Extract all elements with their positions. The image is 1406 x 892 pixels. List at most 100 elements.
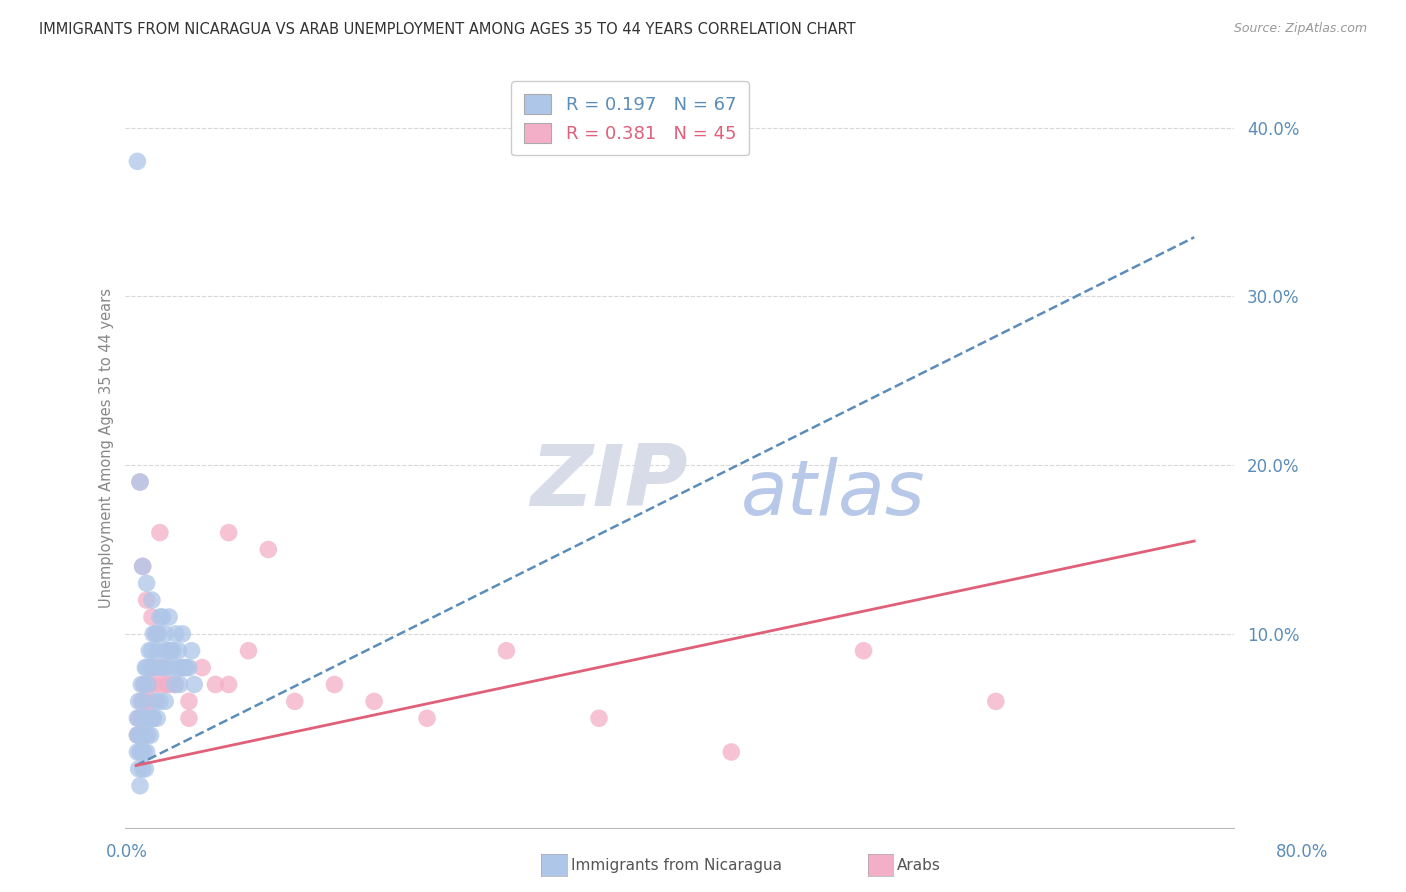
Point <box>172 627 194 641</box>
Point <box>131 559 153 574</box>
Point <box>180 644 202 658</box>
Point <box>139 694 162 708</box>
Point <box>495 644 517 658</box>
Point <box>146 644 169 658</box>
Point <box>146 711 169 725</box>
Point <box>160 660 183 674</box>
Point <box>128 728 150 742</box>
Point <box>720 745 742 759</box>
Point <box>257 542 280 557</box>
Point <box>218 525 240 540</box>
Point <box>129 745 152 759</box>
Point <box>127 728 149 742</box>
Point <box>138 644 160 658</box>
Point <box>135 694 157 708</box>
Point <box>129 475 152 489</box>
Point <box>363 694 385 708</box>
Point <box>128 694 150 708</box>
Point <box>128 711 150 725</box>
Point <box>145 694 167 708</box>
Point <box>165 627 187 641</box>
Point <box>148 627 170 641</box>
Point <box>142 711 165 725</box>
Point <box>135 660 157 674</box>
Point <box>129 779 152 793</box>
Point <box>127 711 149 725</box>
Text: IMMIGRANTS FROM NICARAGUA VS ARAB UNEMPLOYMENT AMONG AGES 35 TO 44 YEARS CORRELA: IMMIGRANTS FROM NICARAGUA VS ARAB UNEMPL… <box>39 22 856 37</box>
Point <box>139 660 162 674</box>
Text: 0.0%: 0.0% <box>105 843 148 861</box>
Point <box>127 154 149 169</box>
Point <box>169 677 191 691</box>
Point <box>984 694 1007 708</box>
Point <box>134 762 156 776</box>
Point <box>135 576 157 591</box>
Point <box>153 694 176 708</box>
Point <box>129 728 152 742</box>
Point <box>134 728 156 742</box>
Point <box>153 627 176 641</box>
Point <box>157 610 180 624</box>
Point <box>135 745 157 759</box>
Point <box>143 660 166 674</box>
Text: Immigrants from Nicaragua: Immigrants from Nicaragua <box>571 858 782 872</box>
Point <box>128 762 150 776</box>
Point <box>131 762 153 776</box>
Legend: R = 0.197   N = 67, R = 0.381   N = 45: R = 0.197 N = 67, R = 0.381 N = 45 <box>512 81 748 155</box>
Point <box>163 677 186 691</box>
Text: Source: ZipAtlas.com: Source: ZipAtlas.com <box>1233 22 1367 36</box>
Point <box>136 677 159 691</box>
Point <box>155 677 177 691</box>
Point <box>167 644 190 658</box>
Point <box>129 475 152 489</box>
Point <box>127 745 149 759</box>
Text: Arabs: Arabs <box>897 858 941 872</box>
Point <box>131 728 153 742</box>
Point <box>141 610 163 624</box>
Point <box>145 627 167 641</box>
Point <box>159 644 181 658</box>
Point <box>138 711 160 725</box>
Point <box>165 677 187 691</box>
Point <box>218 677 240 691</box>
Point <box>132 745 155 759</box>
Point <box>141 593 163 607</box>
Point <box>131 677 153 691</box>
Point <box>172 660 194 674</box>
Point <box>141 711 163 725</box>
Point <box>323 677 346 691</box>
Point <box>153 660 176 674</box>
Text: ZIP: ZIP <box>530 441 688 524</box>
Point <box>136 711 159 725</box>
Point <box>131 745 153 759</box>
Point <box>191 660 214 674</box>
Point <box>142 627 165 641</box>
Point <box>134 711 156 725</box>
Point <box>132 677 155 691</box>
Point <box>157 677 180 691</box>
Point <box>131 711 153 725</box>
Point <box>129 711 152 725</box>
Point <box>176 660 198 674</box>
Point <box>204 677 226 691</box>
Point <box>139 728 162 742</box>
Point <box>148 660 170 674</box>
Point <box>177 660 200 674</box>
Y-axis label: Unemployment Among Ages 35 to 44 years: Unemployment Among Ages 35 to 44 years <box>100 288 114 608</box>
Point <box>170 660 193 674</box>
Point <box>166 660 188 674</box>
Point <box>852 644 875 658</box>
Text: 80.0%: 80.0% <box>1277 843 1329 861</box>
Point <box>238 644 260 658</box>
Point <box>138 677 160 691</box>
Point <box>284 694 307 708</box>
Point <box>177 711 200 725</box>
Point <box>136 728 159 742</box>
Point <box>132 677 155 691</box>
Point <box>134 660 156 674</box>
Point <box>152 610 174 624</box>
Point <box>131 559 153 574</box>
Point <box>142 711 165 725</box>
Point <box>131 694 153 708</box>
Point <box>141 660 163 674</box>
